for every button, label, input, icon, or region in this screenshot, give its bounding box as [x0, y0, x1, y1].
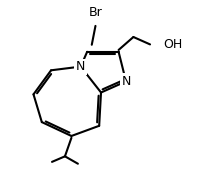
- Text: Br: Br: [89, 6, 102, 18]
- Text: N: N: [76, 60, 85, 73]
- Text: N: N: [121, 75, 131, 88]
- Text: OH: OH: [163, 38, 182, 51]
